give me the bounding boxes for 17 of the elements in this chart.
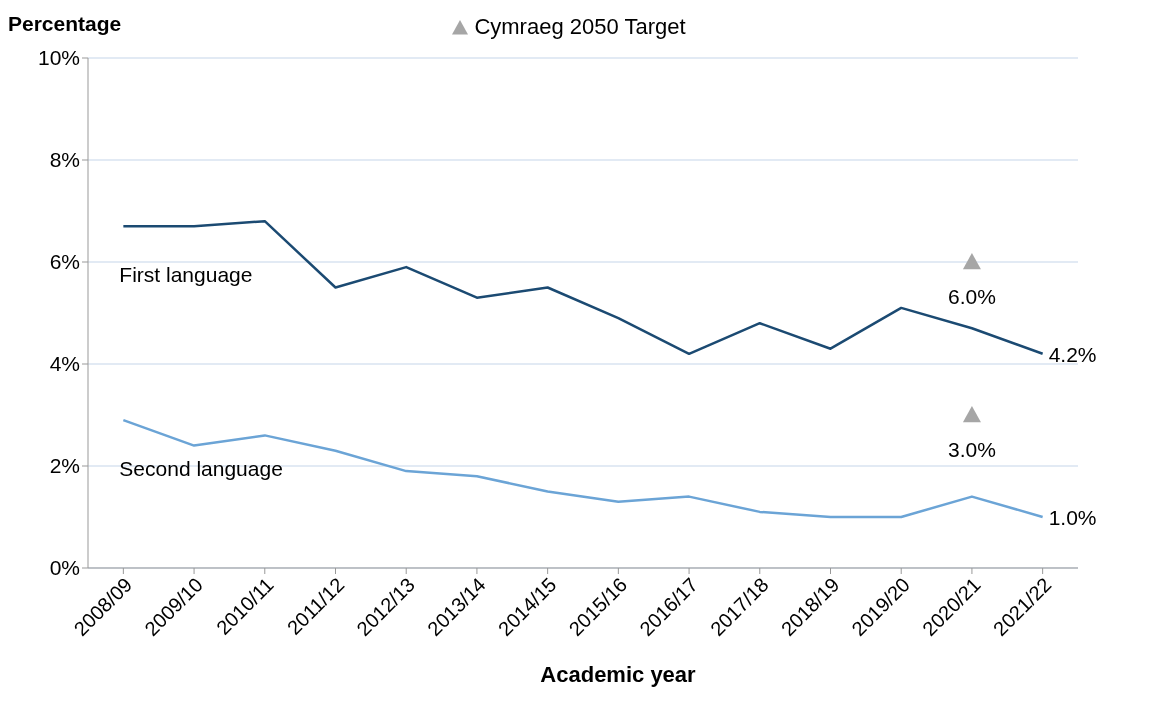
y-tick-label: 0% [49, 556, 80, 580]
y-tick-label: 4% [49, 352, 80, 376]
data-label: 1.0% [1048, 506, 1097, 529]
series-label: Second language [119, 457, 283, 481]
series-label: First language [119, 263, 253, 287]
x-axis-title: Academic year [539, 662, 697, 688]
line-series [122, 219, 1044, 356]
y-tick-label: 10% [37, 46, 80, 70]
y-tick-label: 6% [49, 250, 80, 274]
y-axis-title: Percentage [8, 12, 122, 36]
data-label: 4.2% [1048, 342, 1097, 366]
y-tick-label: 2% [49, 454, 80, 478]
y-tick-label: 8% [49, 148, 80, 172]
legend-label: Cymraeg 2050 Target [474, 14, 686, 40]
data-label: 3.0% [947, 438, 996, 461]
data-label: 6.0% [947, 285, 996, 308]
line-series [122, 418, 1044, 519]
